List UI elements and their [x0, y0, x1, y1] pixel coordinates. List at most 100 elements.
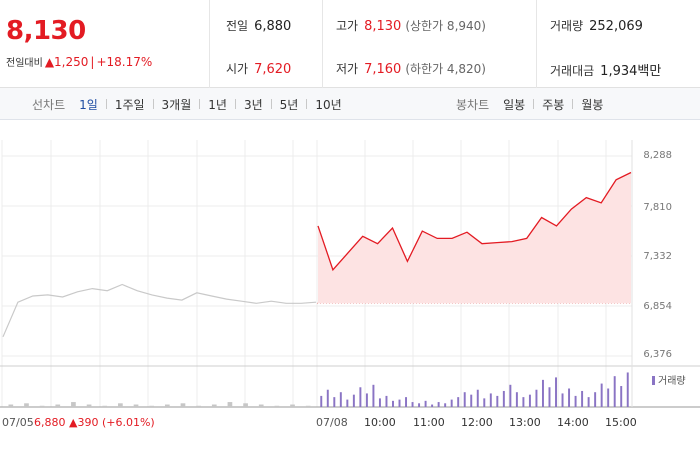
volume-bar [411, 402, 414, 407]
tab-separator [270, 99, 272, 109]
tab-weekly-candle[interactable]: 주봉 [542, 97, 565, 112]
stat-value: 7,160 [364, 62, 402, 77]
volume-bar-prev-day [211, 404, 217, 407]
prev-day-close: 6,880 [34, 416, 66, 429]
x-time-label: 15:00 [605, 416, 637, 429]
change-separator: | [90, 55, 95, 69]
volume-bar-prev-day [274, 405, 280, 407]
x-time-label: 11:00 [413, 416, 445, 429]
tab-separator [306, 99, 308, 109]
tab-3-months[interactable]: 3개월 [161, 97, 192, 112]
prev-day-change: 390 [77, 416, 99, 429]
tab-separator [199, 99, 201, 109]
volume-bar [365, 393, 368, 407]
price-chart-svg [0, 140, 700, 408]
change-rate: +18.17% [96, 55, 153, 69]
volume-bar-prev-day [133, 404, 139, 407]
volume-bar [405, 397, 408, 407]
volume-bar-prev-day [149, 405, 155, 407]
tab-1-year[interactable]: 1년 [208, 97, 227, 112]
volume-bar [489, 393, 492, 407]
y-tick-label: 6,376 [643, 349, 672, 360]
x-date-label: 07/05 [2, 416, 34, 429]
line-chart-tab-group: 선차트 1일 1주일 3개월 1년 3년 5년 10년 [32, 88, 342, 120]
candle-chart-tab-group: 봉차트 일봉 주봉 월봉 [456, 88, 603, 120]
tab-5-years[interactable]: 5년 [279, 97, 299, 112]
tab-separator [572, 99, 574, 109]
stat-value: 252,069 [589, 19, 643, 34]
today-area-fill [318, 172, 631, 304]
price-chart: 8,288 7,810 7,332 6,854 6,376 거래량 07/05 … [0, 120, 700, 450]
volume-swatch [652, 376, 655, 385]
tab-separator [105, 99, 107, 109]
volume-bar-prev-day [102, 405, 108, 407]
volume-bar [502, 390, 505, 407]
volume-bar [496, 395, 499, 407]
volume-bar-prev-day [290, 404, 295, 407]
quote-summary: 8,130 전일대비 ▲1,250 | +18.17% 전일 6,880 고가 8,130… [0, 0, 700, 88]
volume-bar-prev-day [71, 402, 76, 407]
prev-day-line [2, 283, 317, 338]
x-time-label: 13:00 [509, 416, 541, 429]
volume-bar-prev-day [8, 404, 14, 407]
volume-bar [541, 379, 544, 407]
stat-high: 고가 8,130 (상한가 8,940) [336, 17, 486, 34]
y-tick-label: 8,288 [643, 150, 672, 161]
tab-separator [234, 99, 236, 109]
stat-label: 거래량 [550, 19, 584, 33]
price-box: 8,130 전일대비 ▲1,250 | +18.17% [0, 0, 210, 88]
stat-note: (하한가 4,820) [405, 62, 486, 76]
stat-value: 8,130 [364, 19, 402, 34]
volume-bar [392, 400, 394, 407]
volume-bar [515, 392, 518, 407]
volume-bar [372, 384, 375, 407]
tab-1-week[interactable]: 1주일 [114, 97, 145, 112]
tab-monthly-candle[interactable]: 월봉 [581, 97, 604, 112]
volume-legend-label: 거래량 [658, 376, 686, 387]
up-arrow-icon: ▲ [69, 416, 78, 429]
stat-label: 시가 [226, 62, 249, 76]
volume-bar-prev-day [227, 402, 233, 407]
volume-bar [457, 397, 460, 407]
tab-10-years[interactable]: 10년 [315, 97, 342, 112]
volume-bar [352, 394, 355, 407]
volume-bar [346, 399, 349, 407]
stat-prev-close: 전일 6,880 [226, 17, 291, 34]
volume-bar-prev-day [118, 403, 123, 407]
stat-value: 1,934 [600, 64, 638, 79]
volume-bar [463, 392, 466, 407]
tab-daily-candle[interactable]: 일봉 [503, 97, 526, 112]
volume-bar [528, 394, 531, 407]
tab-3-years[interactable]: 3년 [243, 97, 263, 112]
volume-bar [431, 404, 434, 407]
volume-bar [581, 390, 584, 407]
stat-label: 전일 [226, 19, 249, 33]
volume-bar [378, 398, 381, 407]
volume-bar [359, 387, 362, 407]
stats-divider [322, 0, 323, 88]
volume-bar [509, 384, 512, 407]
stat-open: 시가 7,620 [226, 60, 291, 77]
volume-bar-prev-day [164, 404, 170, 407]
change-label: 전일대비 [6, 58, 43, 69]
volume-bar-prev-day [258, 404, 264, 407]
up-arrow-icon: ▲ [44, 55, 55, 69]
price-change: 전일대비 ▲1,250 | +18.17% [6, 54, 152, 69]
stat-label: 고가 [336, 19, 359, 33]
volume-bar [333, 397, 336, 407]
stat-label: 저가 [336, 62, 359, 76]
tab-1-day[interactable]: 1일 [79, 97, 98, 112]
volume-bar-prev-day [86, 404, 92, 407]
volume-bar-prev-day [39, 405, 45, 407]
stat-unit: 백만 [637, 64, 662, 79]
candle-chart-label: 봉차트 [456, 97, 490, 112]
volume-bar [561, 393, 564, 407]
prev-day-info: 6,880 ▲390 (+6.01%) [34, 416, 155, 429]
volume-bar [555, 377, 557, 407]
y-tick-label: 7,810 [643, 202, 672, 213]
volume-bar [398, 399, 401, 407]
stat-value: 7,620 [254, 62, 292, 77]
volume-bar [626, 372, 629, 407]
volume-legend: 거래량 [652, 372, 686, 387]
